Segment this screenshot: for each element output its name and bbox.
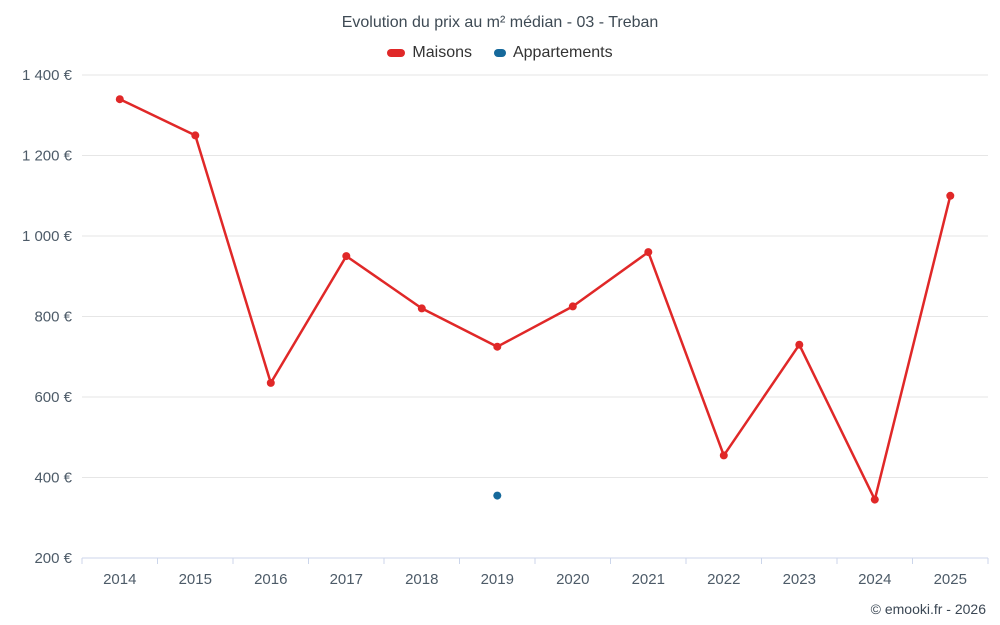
y-axis-label: 800 € — [34, 309, 72, 326]
data-point[interactable] — [870, 495, 879, 504]
y-axis-label: 1 400 € — [22, 67, 73, 84]
x-axis-label: 2021 — [632, 571, 665, 588]
data-point[interactable] — [568, 302, 577, 311]
y-axis-label: 1 200 € — [22, 148, 73, 165]
x-axis-label: 2025 — [934, 571, 967, 588]
series-maisons — [115, 95, 955, 504]
appartements-series-swatch — [493, 49, 506, 57]
legend: Maisons Appartements — [0, 44, 1000, 62]
chart-title: Evolution du prix au m² médian - 03 - Tr… — [341, 14, 659, 31]
legend-label-appartements: Appartements — [512, 44, 613, 61]
y-axis-label: 400 € — [34, 470, 72, 487]
x-axis-label: 2023 — [783, 571, 816, 588]
data-point[interactable] — [493, 491, 502, 500]
legend-item-appartements[interactable]: Appartements — [493, 44, 613, 62]
x-axis-label: 2017 — [330, 571, 363, 588]
series-line — [118, 97, 952, 501]
data-point[interactable] — [644, 248, 653, 257]
data-point[interactable] — [493, 342, 502, 351]
legend-label-maisons: Maisons — [412, 44, 472, 61]
data-point[interactable] — [417, 304, 426, 313]
maisons-series-swatch — [387, 49, 406, 57]
x-axis-label: 2020 — [556, 571, 589, 588]
data-point[interactable] — [719, 451, 728, 460]
series-appartements — [493, 491, 502, 500]
y-axis-label: 1 000 € — [22, 228, 73, 245]
data-point[interactable] — [946, 191, 955, 200]
y-axis-label: 200 € — [34, 550, 72, 567]
x-axis-label: 2015 — [179, 571, 212, 588]
data-point[interactable] — [342, 252, 351, 261]
x-axis-label: 2022 — [707, 571, 740, 588]
credits-link[interactable]: © emooki.fr - 2026 — [870, 601, 986, 617]
data-point[interactable] — [191, 131, 200, 140]
data-point[interactable] — [795, 340, 804, 349]
data-point[interactable] — [266, 378, 275, 387]
y-axis-label: 600 € — [34, 389, 72, 406]
x-axis-label: 2024 — [858, 571, 891, 588]
legend-item-maisons[interactable]: Maisons — [387, 44, 472, 62]
data-point[interactable] — [115, 95, 124, 104]
x-axis-label: 2019 — [481, 571, 514, 588]
x-axis-label: 2018 — [405, 571, 438, 588]
x-axis-label: 2016 — [254, 571, 287, 588]
x-axis-label: 2014 — [103, 571, 136, 588]
